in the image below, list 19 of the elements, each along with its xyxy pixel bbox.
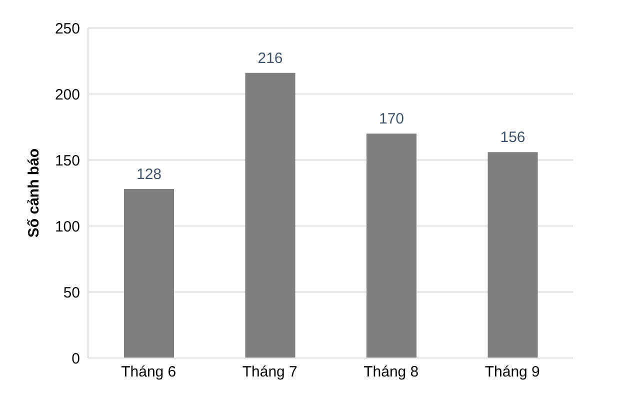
y-tick-label: 150 [54,152,80,170]
y-tick-label: 200 [54,86,80,104]
x-tick-label: Tháng 9 [484,364,540,381]
y-tick-label: 50 [63,284,80,302]
y-tick-label: 0 [72,350,80,368]
x-tick-label: Tháng 6 [121,364,176,381]
y-tick-label: 250 [54,20,80,38]
bar [245,72,296,358]
bar [366,134,416,358]
y-axis-title: Số cảnh báo [25,148,42,238]
data-label: 216 [258,50,283,67]
x-tick-label: Tháng 8 [364,364,419,381]
bar [124,189,174,358]
y-tick-label: 100 [54,218,80,236]
bar [488,152,538,358]
x-tick-label: Tháng 7 [242,364,298,381]
data-label: 128 [136,166,162,184]
data-label: 170 [378,110,404,128]
data-label: 156 [500,129,526,146]
